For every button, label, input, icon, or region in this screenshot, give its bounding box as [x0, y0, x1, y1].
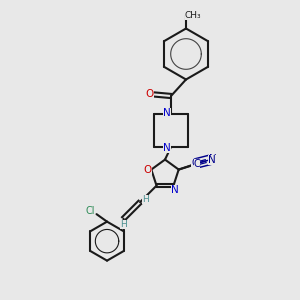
Text: Cl: Cl	[86, 206, 95, 216]
Text: H: H	[120, 220, 127, 229]
Text: O: O	[144, 165, 152, 175]
Text: N: N	[209, 154, 217, 164]
Text: O: O	[146, 88, 154, 99]
Text: N: N	[163, 108, 171, 118]
Text: C: C	[191, 158, 198, 168]
Text: C: C	[194, 159, 200, 169]
Text: H: H	[142, 195, 149, 204]
Text: N: N	[208, 155, 216, 165]
Text: N: N	[163, 143, 171, 153]
Text: CH₃: CH₃	[185, 11, 202, 20]
Text: N: N	[171, 184, 179, 194]
